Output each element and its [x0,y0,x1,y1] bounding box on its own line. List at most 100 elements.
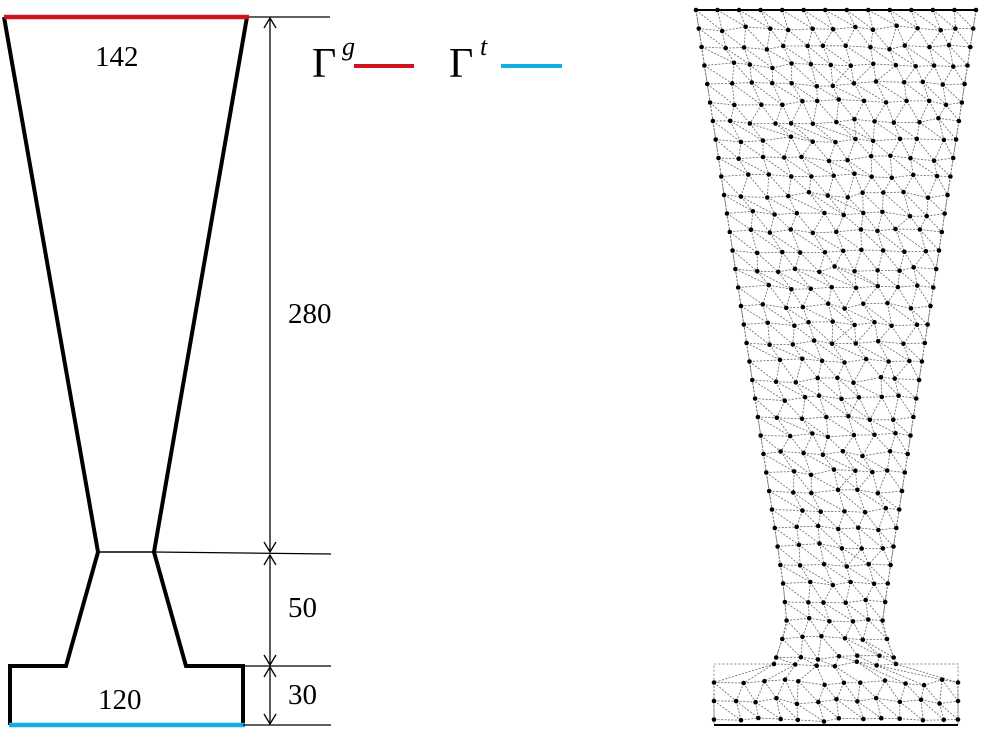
mesh-node [891,417,896,423]
mesh-edge [812,141,830,162]
mesh-node [791,469,797,474]
mesh-edge [910,308,928,325]
mesh-edge [771,509,776,529]
mesh-edge [880,361,889,378]
mesh-edge [769,232,783,253]
mesh-edge [740,717,759,721]
mesh-edge [846,563,869,567]
mesh-edge [816,665,825,686]
mesh-edge [738,156,764,160]
mesh-edge [964,65,968,85]
mesh-node [831,173,836,178]
mesh-edge [832,29,847,47]
mesh-edge [772,67,792,84]
mesh-node [858,680,863,685]
mesh-edge [882,211,911,217]
mesh-edge [919,229,927,252]
mesh-node [875,228,880,234]
mesh-node [710,118,716,124]
mesh-edge [895,228,905,252]
mesh-node [832,663,838,669]
mesh-edge [872,471,879,494]
mesh-edge [821,621,830,637]
mesh-node [836,97,842,102]
mesh-edge [784,664,796,680]
mesh-edge [972,9,977,29]
mesh-edge [824,684,837,700]
mesh-edge [919,215,928,230]
mesh-edge [774,527,800,546]
mesh-edge [755,697,777,703]
mesh-edge [701,46,726,49]
mesh-edge [766,49,773,69]
mesh-edge [948,45,954,67]
mesh-edge [774,526,797,529]
mesh-node [939,677,945,682]
mesh-edge [811,176,829,196]
mesh-node [848,63,854,68]
mesh-node [897,716,902,721]
mesh-edge [755,681,765,703]
mesh-edge [838,99,865,102]
mesh-edge [698,28,702,48]
mesh-edge [857,489,866,513]
mesh-edge [890,155,893,178]
mesh-edge [852,619,869,622]
mesh-node [834,697,839,702]
mesh-edge [827,303,834,322]
mesh-edge [836,229,862,233]
mesh-edge [857,682,861,702]
mesh-edge [760,9,771,29]
mesh-edge [819,266,835,273]
mesh-node [915,26,920,31]
mesh-edge [941,679,959,702]
mesh-node [800,508,805,513]
mesh-node [891,655,896,660]
mesh-edge [922,81,943,85]
mesh-edge [781,620,787,640]
mesh-node [721,192,727,198]
legend-gamma-t-symbol: Γ [449,41,473,87]
mesh-node [821,719,827,724]
mesh-edge [730,120,764,141]
bottom-width-label: 120 [98,684,142,716]
mesh-node [775,544,780,549]
mesh-edge [810,63,831,66]
mesh-node [927,44,932,50]
mesh-edge [795,358,803,383]
mesh-node [764,47,770,52]
mesh-edge [882,177,893,193]
mesh-edge [862,212,878,232]
mesh-edge [771,82,783,106]
mesh-edge [889,451,906,473]
mesh-edge [837,377,842,399]
mesh-node [873,79,879,84]
mesh-edge [879,655,894,658]
mesh-edge [845,599,866,604]
mesh-edge [920,699,924,721]
mesh-node [845,195,851,200]
mesh-node [859,247,864,253]
mesh-edge [875,697,900,720]
mesh-edge [881,395,899,398]
mesh-edge [792,340,815,345]
mesh-node [914,136,920,142]
mesh-node [907,358,912,364]
mesh-node [768,26,773,32]
mesh-edge [812,232,826,253]
mesh-node [711,680,717,685]
mesh-edge [712,120,742,143]
mesh-edge [704,62,735,66]
mesh-edge [845,45,871,48]
mesh-edge [894,378,899,396]
mesh-edge [828,160,855,175]
mesh-edge [880,376,895,379]
mesh-edge [780,564,784,584]
mesh-edge [857,697,877,702]
mesh-node [790,342,796,347]
mesh-edge [757,416,762,436]
mesh-edge [769,229,791,233]
mesh-node [948,174,953,179]
mesh-edge [769,344,803,360]
mesh-node [897,268,902,274]
